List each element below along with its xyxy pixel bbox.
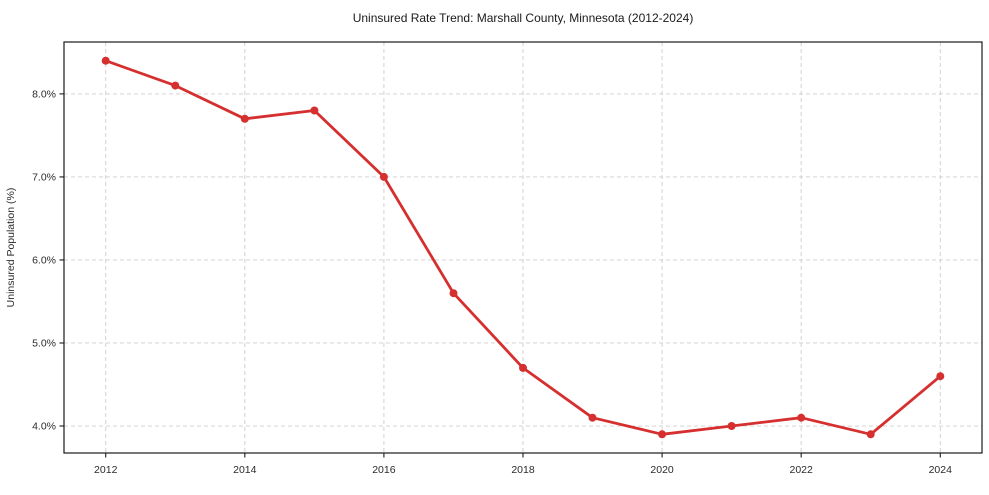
data-point-marker: [240, 114, 249, 123]
chart-title: Uninsured Rate Trend: Marshall County, M…: [353, 11, 694, 25]
data-point-marker: [866, 430, 875, 439]
x-tick-label: 2020: [650, 464, 674, 476]
data-point-marker: [101, 56, 110, 65]
x-tick-label: 2012: [94, 464, 118, 476]
y-tick-label: 8.0%: [32, 88, 56, 100]
y-tick-labels: 4.0% 5.0% 6.0% 7.0% 8.0%: [32, 88, 56, 432]
y-tick-label: 4.0%: [32, 421, 56, 433]
data-point-marker: [449, 289, 458, 298]
y-tick-label: 5.0%: [32, 338, 56, 350]
x-tick-label: 2014: [233, 464, 257, 476]
axis-ticks: [59, 93, 941, 458]
data-point-marker: [310, 106, 319, 115]
data-point-marker: [588, 413, 597, 422]
x-tick-label: 2024: [929, 464, 953, 476]
data-point-marker: [936, 372, 945, 381]
x-tick-label: 2018: [511, 464, 535, 476]
y-axis-label: Uninsured Population (%): [5, 188, 17, 308]
data-point-marker: [727, 422, 736, 430]
gridlines: [64, 42, 982, 453]
x-tick-label: 2022: [790, 464, 814, 476]
data-point-marker: [171, 81, 180, 90]
data-point-marker: [797, 413, 806, 422]
data-point-marker: [658, 430, 667, 439]
data-series: [101, 56, 945, 439]
x-tick-label: 2016: [372, 464, 396, 476]
x-tick-labels: 2012 2014 2016 2018 2020 2022 2024: [94, 464, 952, 476]
data-point-marker: [519, 363, 527, 372]
y-tick-label: 6.0%: [32, 255, 56, 267]
data-point-marker: [379, 172, 388, 181]
y-tick-label: 7.0%: [32, 172, 56, 184]
